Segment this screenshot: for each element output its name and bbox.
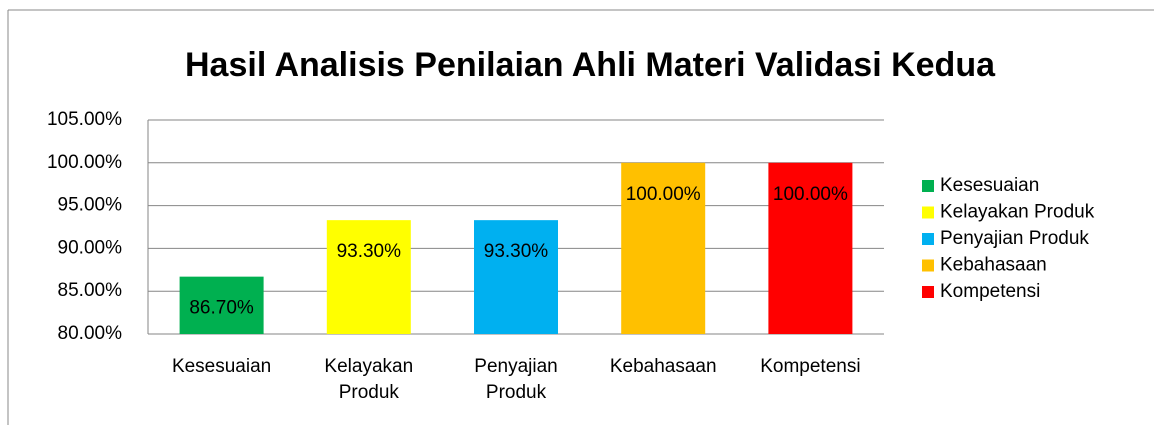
bar <box>621 162 706 334</box>
value-label: 93.30% <box>484 241 549 262</box>
legend-label: Kompetensi <box>940 281 1040 302</box>
legend-label: Kelayakan Produk <box>940 202 1095 223</box>
value-label: 86.70% <box>189 298 254 319</box>
bar <box>768 162 853 334</box>
legend-label: Kebahasaan <box>940 255 1047 276</box>
x-tick-label: Kebahasaan <box>609 356 717 377</box>
legend-swatch <box>922 206 934 219</box>
chart-title: Hasil Analisis Penilaian Ahli Materi Val… <box>185 46 996 84</box>
bar <box>326 220 411 334</box>
legend-label: Penyajian Produk <box>940 228 1089 249</box>
legend-swatch <box>922 259 934 272</box>
bar <box>474 220 558 334</box>
y-tick-label: 95.00% <box>58 195 123 216</box>
value-label: 100.00% <box>626 184 701 205</box>
legend-swatch <box>922 286 934 298</box>
y-tick-label: 105.00% <box>47 109 122 130</box>
y-tick-label: 100.00% <box>47 152 122 173</box>
x-tick-label: Kelayakan Produk <box>324 356 414 403</box>
legend-swatch <box>922 233 934 245</box>
x-tick-label: Penyajian Produk <box>474 356 558 403</box>
value-label: 100.00% <box>773 184 848 205</box>
legend-swatch <box>922 180 934 192</box>
x-tick-label: Kompetensi <box>760 356 861 377</box>
x-tick-label: Kesesuaian <box>171 356 272 377</box>
y-tick-label: 85.00% <box>58 280 123 301</box>
legend-label: Kesesuaian <box>940 175 1039 196</box>
y-tick-label: 90.00% <box>58 237 123 258</box>
bar <box>179 276 264 334</box>
value-label: 93.30% <box>337 241 402 262</box>
y-tick-label: 80.00% <box>58 323 123 344</box>
